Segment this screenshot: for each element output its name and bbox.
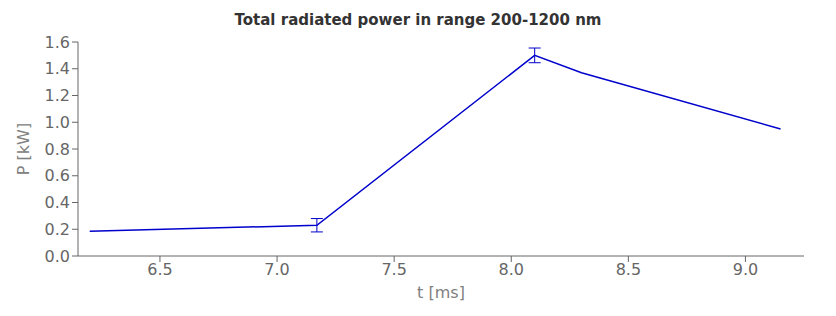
svg-text:P [kW]: P [kW] (14, 123, 33, 175)
html-text:Total radiated power in range: Total radiated power in range 200-1200 n… (234, 11, 602, 29)
svg-text:0.0: 0.0 (45, 247, 70, 266)
svg-text:0.6: 0.6 (45, 166, 70, 185)
svg-text:7.0: 7.0 (264, 260, 289, 279)
svg-text:0.8: 0.8 (45, 140, 70, 159)
svg-text:t [ms]: t [ms] (417, 283, 465, 302)
svg-text:1.6: 1.6 (45, 33, 70, 52)
svg-text:1.4: 1.4 (45, 59, 70, 78)
svg-text:0.4: 0.4 (45, 193, 70, 212)
svg-text:6.5: 6.5 (147, 260, 172, 279)
svg-text:9.0: 9.0 (733, 260, 758, 279)
svg-text:1.0: 1.0 (45, 113, 70, 132)
svg-text:0.2: 0.2 (45, 220, 70, 239)
svg-text:1.2: 1.2 (45, 86, 70, 105)
svg-text:8.0: 8.0 (499, 260, 524, 279)
svg-text:7.5: 7.5 (381, 260, 406, 279)
svg-text:8.5: 8.5 (616, 260, 641, 279)
